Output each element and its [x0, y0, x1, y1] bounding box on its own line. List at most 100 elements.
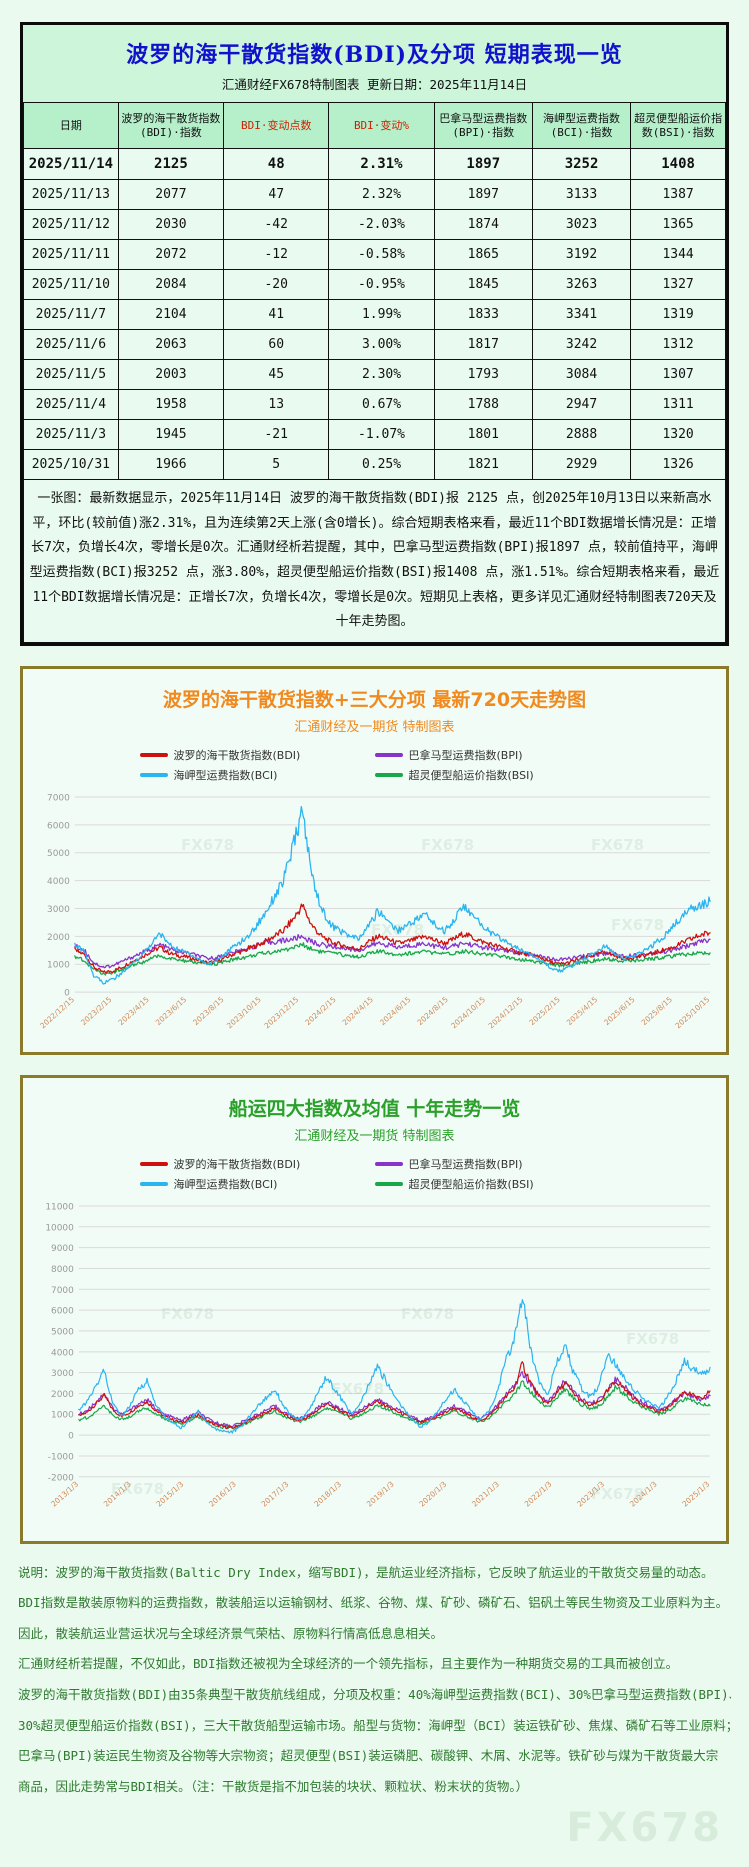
table-cell: 2025/11/3 — [23, 419, 119, 450]
legend-item: 超灵便型船运价指数(BSI) — [374, 765, 610, 785]
table-row: 2025/11/3 1945 -21 -1.07% 1801 2888 1320 — [23, 419, 726, 450]
svg-text:2016/1/3: 2016/1/3 — [207, 1479, 238, 1508]
table-row: 2025/11/6 2063 60 3.00% 1817 3242 1312 — [23, 329, 726, 360]
legend-swatch-icon — [139, 753, 168, 758]
table-cell: 0.67% — [328, 389, 435, 420]
legend-label: 超灵便型船运价指数(BSI) — [408, 1178, 534, 1192]
legend-swatch-icon — [374, 1162, 403, 1167]
svg-text:2023/12/15: 2023/12/15 — [262, 995, 300, 1031]
chart10y-title: 船运四大指数及均值 十年走势一览 — [228, 1098, 521, 1121]
table-cell: 3133 — [531, 179, 632, 210]
table-cell: 2025/10/31 — [23, 449, 119, 480]
svg-text:1000: 1000 — [47, 961, 70, 971]
svg-text:2022/12/15: 2022/12/15 — [38, 995, 76, 1031]
svg-text:2020/1/3: 2020/1/3 — [417, 1479, 448, 1508]
table-cell: 1945 — [117, 419, 225, 450]
svg-text:2023/10/15: 2023/10/15 — [225, 995, 263, 1031]
legend-label: 巴拿马型运费指数(BPI) — [408, 749, 523, 763]
legend-label: 海岬型运费指数(BCI) — [173, 769, 278, 783]
col-header-bdi-change-points: BDI·变动点数 — [223, 102, 330, 149]
table-title: 波罗的海干散货指数(BDI)及分项 短期表现一览 — [23, 25, 726, 71]
svg-text:2024/10/15: 2024/10/15 — [449, 995, 487, 1031]
table-cell: 1874 — [433, 209, 533, 240]
description-line: 30%超灵便型船运价指数(BSI)，三大干散货船型运输市场。船型与货物：海岬型（… — [18, 1717, 731, 1733]
svg-text:1000: 1000 — [51, 1411, 74, 1421]
table-cell: 2077 — [117, 179, 225, 210]
svg-text:2022/1/3: 2022/1/3 — [523, 1479, 554, 1508]
table-cell: 1312 — [630, 329, 726, 360]
svg-text:6000: 6000 — [51, 1307, 74, 1317]
svg-text:2014/1/3: 2014/1/3 — [102, 1479, 133, 1508]
table-cell: 2.32% — [328, 179, 435, 210]
table-cell: 2030 — [117, 209, 225, 240]
svg-text:11000: 11000 — [45, 1202, 74, 1212]
col-header-bdi: 波罗的海干散货指数(BDI)·指数 — [117, 102, 225, 149]
table-cell: 0.25% — [328, 449, 435, 480]
svg-text:4000: 4000 — [51, 1348, 74, 1358]
bdi-table: 日期 波罗的海干散货指数(BDI)·指数 BDI·变动点数 BDI·变动% 巴拿… — [23, 102, 726, 644]
table-cell: -0.58% — [328, 239, 435, 270]
table-cell: 2084 — [117, 269, 225, 300]
svg-text:2023/1/3: 2023/1/3 — [575, 1479, 606, 1508]
chart10y-legend: 波罗的海干散货指数(BDI) 巴拿马型运费指数(BPI) 海岬型运费指数(BCI) 超… — [139, 1154, 610, 1194]
table-cell: 13 — [223, 389, 330, 420]
svg-text:2024/1/3: 2024/1/3 — [628, 1479, 659, 1508]
table-cell: 1.99% — [328, 299, 435, 330]
legend-label: 巴拿马型运费指数(BPI) — [408, 1158, 523, 1172]
table-cell: 5 — [223, 449, 330, 480]
table-cell: 2025/11/5 — [23, 359, 119, 390]
table-row: 2025/11/7 2104 41 1.99% 1833 3341 1319 — [23, 299, 726, 330]
table-cell: 2125 — [117, 148, 225, 180]
svg-text:2024/6/15: 2024/6/15 — [378, 995, 413, 1027]
legend-item: 海岬型运费指数(BCI) — [139, 765, 375, 785]
table-cell: 2888 — [531, 419, 632, 450]
table-cell: 2063 — [117, 329, 225, 360]
bdi-table-panel: 波罗的海干散货指数(BDI)及分项 短期表现一览 汇通财经FX678特制图表 更… — [20, 22, 729, 647]
legend-swatch-icon — [139, 1182, 168, 1187]
table-cell: 47 — [223, 179, 330, 210]
table-row: 2025/11/12 2030 -42 -2.03% 1874 3023 1365 — [23, 209, 726, 240]
table-row: 2025/11/13 2077 47 2.32% 1897 3133 1387 — [23, 179, 726, 210]
table-cell: 2003 — [117, 359, 225, 390]
svg-text:3000: 3000 — [51, 1369, 74, 1379]
bdi-report-page: 波罗的海干散货指数(BDI)及分项 短期表现一览 汇通财经FX678特制图表 更… — [0, 22, 749, 1867]
svg-text:2025/6/15: 2025/6/15 — [602, 995, 637, 1027]
chart10y-subtitle: 汇通财经及一期货 特制图表 — [294, 1129, 455, 1145]
table-cell: 2025/11/4 — [23, 389, 119, 420]
table-cell: 3341 — [531, 299, 632, 330]
table-cell: 1311 — [630, 389, 726, 420]
table-cell: 1320 — [630, 419, 726, 450]
description-line: 商品，因此走势常与BDI相关。（注：干散货是指不加包装的块状、颗粒状、粉末状的货… — [18, 1778, 529, 1794]
table-cell: 1365 — [630, 209, 726, 240]
table-row: 2025/10/31 1966 5 0.25% 1821 2929 1326 — [23, 449, 726, 480]
table-cell: -2.03% — [328, 209, 435, 240]
svg-text:-2000: -2000 — [48, 1473, 74, 1483]
svg-text:2023/4/15: 2023/4/15 — [116, 995, 151, 1027]
table-cell: 45 — [223, 359, 330, 390]
table-cell: 2025/11/14 — [23, 148, 119, 180]
table-cell: 1307 — [630, 359, 726, 390]
table-header-row: 日期 波罗的海干散货指数(BDI)·指数 BDI·变动点数 BDI·变动% 巴拿… — [23, 102, 726, 149]
table-cell: 1966 — [117, 449, 225, 480]
svg-text:2024/2/15: 2024/2/15 — [303, 995, 338, 1027]
table-note-row: 一张图：最新数据显示，2025年11月14日 波罗的海干散货指数(BDI)报 2… — [23, 478, 726, 644]
table-cell: 1958 — [117, 389, 225, 420]
svg-text:2024/8/15: 2024/8/15 — [415, 995, 450, 1027]
table-cell: 1387 — [630, 179, 726, 210]
col-header-bdi-change-pct: BDI·变动% — [328, 102, 435, 149]
col-header-bci: 海岬型运费指数(BCI)·指数 — [531, 102, 632, 149]
table-cell: 2104 — [117, 299, 225, 330]
legend-label: 波罗的海干散货指数(BDI) — [173, 749, 301, 763]
table-cell: 1897 — [433, 148, 533, 180]
table-cell: -12 — [223, 239, 330, 270]
legend-swatch-icon — [374, 1182, 403, 1187]
legend-item: 波罗的海干散货指数(BDI) — [139, 1154, 375, 1174]
chart10y-svg: -2000 -1000 0 1000 2000 3000 4000 5000 6000 7000 8… — [45, 1202, 711, 1508]
table-cell: 1817 — [433, 329, 533, 360]
table-cell: 3263 — [531, 269, 632, 300]
svg-text:2025/1/3: 2025/1/3 — [680, 1479, 711, 1508]
svg-text:2024/12/15: 2024/12/15 — [487, 995, 525, 1031]
svg-text:5000: 5000 — [51, 1327, 74, 1337]
table-cell: 2025/11/7 — [23, 299, 119, 330]
svg-text:2024/4/15: 2024/4/15 — [341, 995, 376, 1027]
